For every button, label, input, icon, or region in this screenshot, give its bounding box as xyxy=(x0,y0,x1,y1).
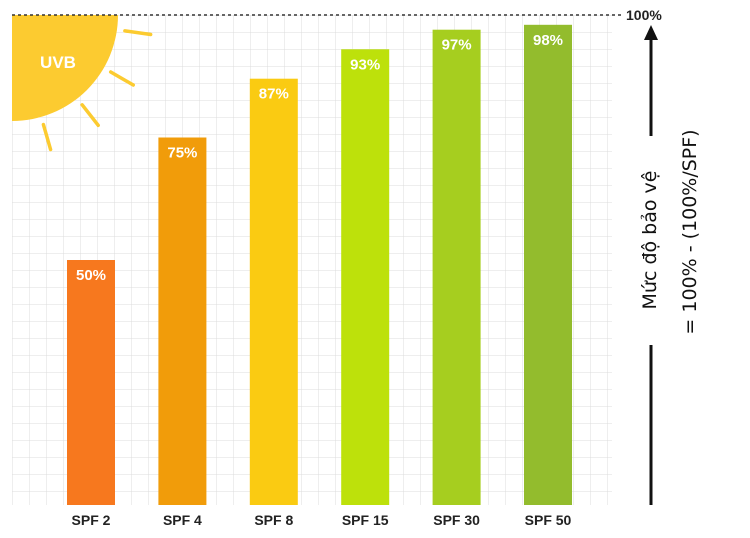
category-label: SPF 30 xyxy=(433,512,480,528)
category-label: SPF 15 xyxy=(342,512,389,528)
bar-value-label: 50% xyxy=(76,267,106,284)
category-label: SPF 8 xyxy=(254,512,293,528)
category-label: SPF 50 xyxy=(525,512,572,528)
sun-rays xyxy=(41,29,153,152)
sun-ray xyxy=(123,29,153,37)
bar-spf-50 xyxy=(524,24,572,506)
sun-icon xyxy=(12,15,118,121)
arrow-up-icon xyxy=(644,25,658,40)
category-label: SPF 2 xyxy=(72,512,111,528)
category-axis: SPF 2 SPF 4 SPF 8 SPF 15 SPF 30 SPF 50 xyxy=(72,512,572,528)
bar-spf-30 xyxy=(432,29,481,505)
side-annotation-line1: Mức độ bảo vệ xyxy=(639,171,661,310)
sun-label: UVB xyxy=(40,53,76,72)
bar-spf-15 xyxy=(341,49,390,506)
bar-value-label: 98% xyxy=(533,32,563,49)
sun-ray xyxy=(80,103,100,128)
side-annotation-line2: = 100% - (100%/SPF) xyxy=(679,129,701,334)
sun-ray xyxy=(41,122,53,152)
bar-spf-2 xyxy=(67,260,115,505)
category-label: SPF 4 xyxy=(163,512,202,528)
bar-value-label: 93% xyxy=(350,56,380,73)
bar-series: 50% 75% 87% 93% 97% 98% xyxy=(67,24,572,506)
bar-spf-8 xyxy=(249,78,298,505)
bar-spf-4 xyxy=(158,137,207,505)
bar-value-label: 75% xyxy=(167,145,197,162)
sun-ray xyxy=(108,70,135,87)
bar-value-label: 97% xyxy=(442,37,472,54)
bar-value-label: 87% xyxy=(259,86,289,103)
uvb-sun xyxy=(12,15,153,152)
top-line-label: 100% xyxy=(626,7,662,23)
